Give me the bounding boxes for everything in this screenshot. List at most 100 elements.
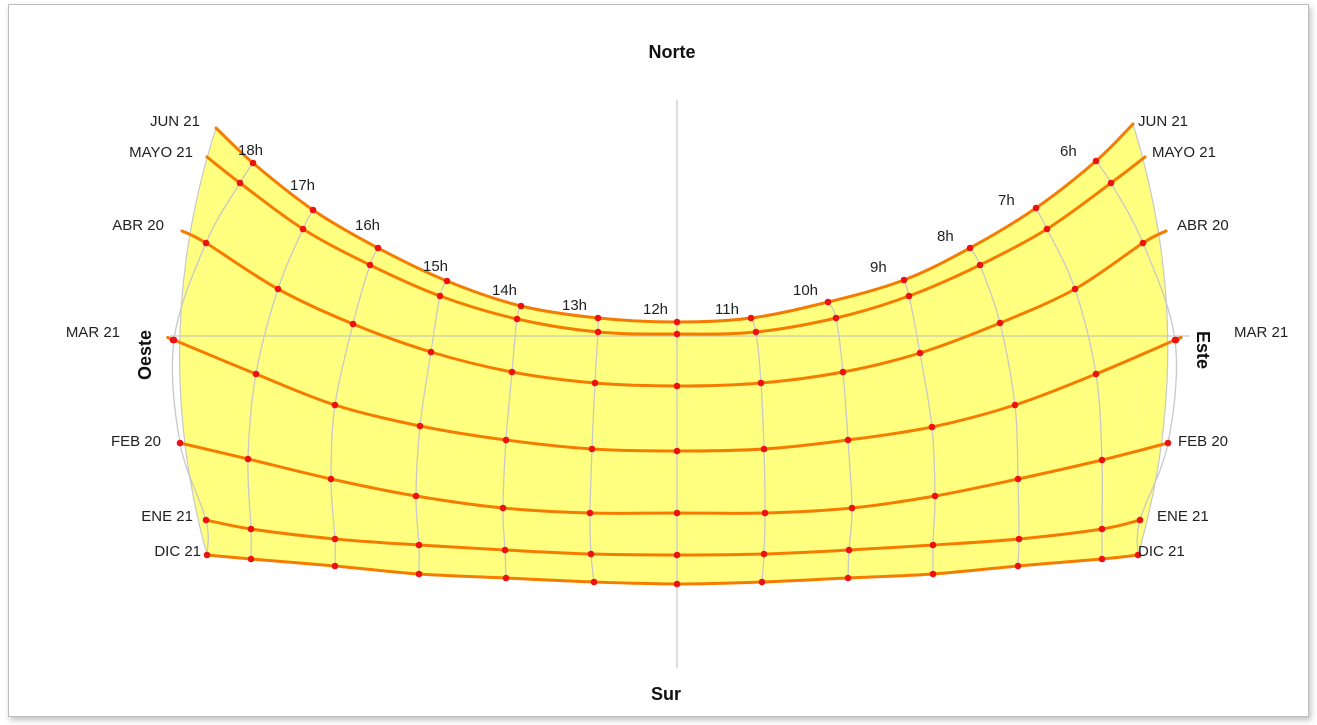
hour-point-may-12 <box>1043 225 1051 233</box>
hour-point-may-7 <box>673 330 681 338</box>
sun-path-region <box>179 123 1169 584</box>
east-boundary <box>1132 123 1169 556</box>
hour-point-dic-5 <box>502 574 510 582</box>
hour-label-18h: 18h <box>238 142 263 159</box>
hour-point-may-10 <box>905 292 913 300</box>
hour-point-mar-2 <box>252 370 260 378</box>
hour-point-may-11 <box>976 261 984 269</box>
hour-point-feb-2 <box>244 455 252 463</box>
date-label-left-abr: ABR 20 <box>112 217 164 234</box>
hour-point-dic-2 <box>247 555 255 563</box>
hour-point-mar-12 <box>1092 370 1100 378</box>
date-label-right-abr: ABR 20 <box>1177 217 1229 234</box>
hour-label-11h: 11h <box>715 301 739 318</box>
hour-point-dic-10 <box>929 570 937 578</box>
hour-point-ene-8 <box>760 550 768 558</box>
hour-point-may-4 <box>436 292 444 300</box>
hour-point-dic-12 <box>1098 555 1106 563</box>
hour-point-abr-12 <box>1071 285 1079 293</box>
date-label-left-dic: DIC 21 <box>154 543 201 560</box>
hour-label-10h: 10h <box>793 282 818 299</box>
hour-point-jun-7 <box>673 318 681 326</box>
hour-label-16h: 16h <box>355 217 380 234</box>
hour-point-ene-10 <box>929 541 937 549</box>
hour-point-jun-12 <box>1032 204 1040 212</box>
hour-point-abr-9 <box>839 368 847 376</box>
hour-point-abr-1 <box>202 239 210 247</box>
hour-point-may-1 <box>236 179 244 187</box>
right-date-labels: JUN 21 MAYO 21 ABR 20 MAR 21 FEB 20 ENE … <box>1138 113 1288 560</box>
hour-labels: 18h 17h 16h 15h 14h 13h 12h 11h 10h 9h 8… <box>238 142 1077 318</box>
hour-point-jun-2 <box>309 206 317 214</box>
hour-point-feb-12 <box>1098 456 1106 464</box>
hour-point-dic-13 <box>1134 551 1142 559</box>
hour-point-jun-1 <box>249 159 257 167</box>
hour-point-mar-14 <box>1172 336 1180 344</box>
hour-point-ene-12 <box>1098 525 1106 533</box>
hour-point-ene-11 <box>1015 535 1023 543</box>
hour-point-mar-9 <box>844 436 852 444</box>
hour-point-dic-7 <box>673 580 681 588</box>
hour-point-may-5 <box>513 315 521 323</box>
hour-point-mar-11 <box>1011 401 1019 409</box>
date-label-left-feb: FEB 20 <box>111 433 161 450</box>
sun-path-fill <box>190 124 1138 584</box>
date-label-left-mar: MAR 21 <box>66 324 120 341</box>
hour-point-mar-4 <box>416 422 424 430</box>
hour-point-feb-13 <box>1164 439 1172 447</box>
hour-point-jun-5 <box>517 302 525 310</box>
hour-point-mar-1 <box>170 336 178 344</box>
hour-point-may-9 <box>832 314 840 322</box>
hour-point-jun-11 <box>966 244 974 252</box>
hour-point-mar-10 <box>928 423 936 431</box>
hour-point-may-6 <box>594 328 602 336</box>
hour-point-ene-3 <box>331 535 339 543</box>
west-label: Oeste <box>135 330 155 380</box>
hour-point-abr-11 <box>996 319 1004 327</box>
hour-point-abr-4 <box>427 348 435 356</box>
hour-point-ene-13 <box>1136 516 1144 524</box>
south-label: Sur <box>651 684 681 704</box>
hour-point-feb-10 <box>931 492 939 500</box>
hour-label-13h: 13h <box>562 297 587 314</box>
hour-point-abr-13 <box>1139 239 1147 247</box>
hour-point-dic-8 <box>758 578 766 586</box>
date-label-right-mar: MAR 21 <box>1234 324 1288 341</box>
hour-point-ene-4 <box>415 541 423 549</box>
hour-label-7h: 7h <box>998 192 1015 209</box>
hour-point-jun-10 <box>900 276 908 284</box>
hour-points <box>169 157 1180 588</box>
hour-label-6h: 6h <box>1060 143 1077 160</box>
hour-point-feb-1 <box>176 439 184 447</box>
hour-label-15h: 15h <box>423 258 448 275</box>
hour-label-12h: 12h <box>643 301 668 318</box>
hour-point-mar-6 <box>588 445 596 453</box>
hour-point-may-8 <box>752 328 760 336</box>
date-label-right-ene: ENE 21 <box>1157 508 1209 525</box>
date-label-left-jun: JUN 21 <box>150 113 200 130</box>
hour-point-mar-7 <box>673 447 681 455</box>
hour-point-abr-6 <box>591 379 599 387</box>
date-label-right-dic: DIC 21 <box>1138 543 1185 560</box>
hour-point-feb-5 <box>499 504 507 512</box>
north-label: Norte <box>648 42 695 62</box>
hour-point-jun-6 <box>594 314 602 322</box>
hour-point-feb-11 <box>1014 475 1022 483</box>
hour-point-jun-9 <box>824 298 832 306</box>
hour-point-abr-3 <box>349 320 357 328</box>
hour-point-abr-5 <box>508 368 516 376</box>
hour-label-17h: 17h <box>290 177 315 194</box>
hour-point-mar-3 <box>331 401 339 409</box>
hour-point-dic-4 <box>415 570 423 578</box>
hour-point-dic-9 <box>844 574 852 582</box>
hour-point-jun-4 <box>443 277 451 285</box>
hour-point-abr-2 <box>274 285 282 293</box>
hour-point-dic-11 <box>1014 562 1022 570</box>
hour-point-feb-4 <box>412 492 420 500</box>
hour-point-may-2 <box>299 225 307 233</box>
hour-point-ene-5 <box>501 546 509 554</box>
hour-point-ene-7 <box>673 551 681 559</box>
hour-point-ene-9 <box>845 546 853 554</box>
hour-point-jun-3 <box>374 244 382 252</box>
